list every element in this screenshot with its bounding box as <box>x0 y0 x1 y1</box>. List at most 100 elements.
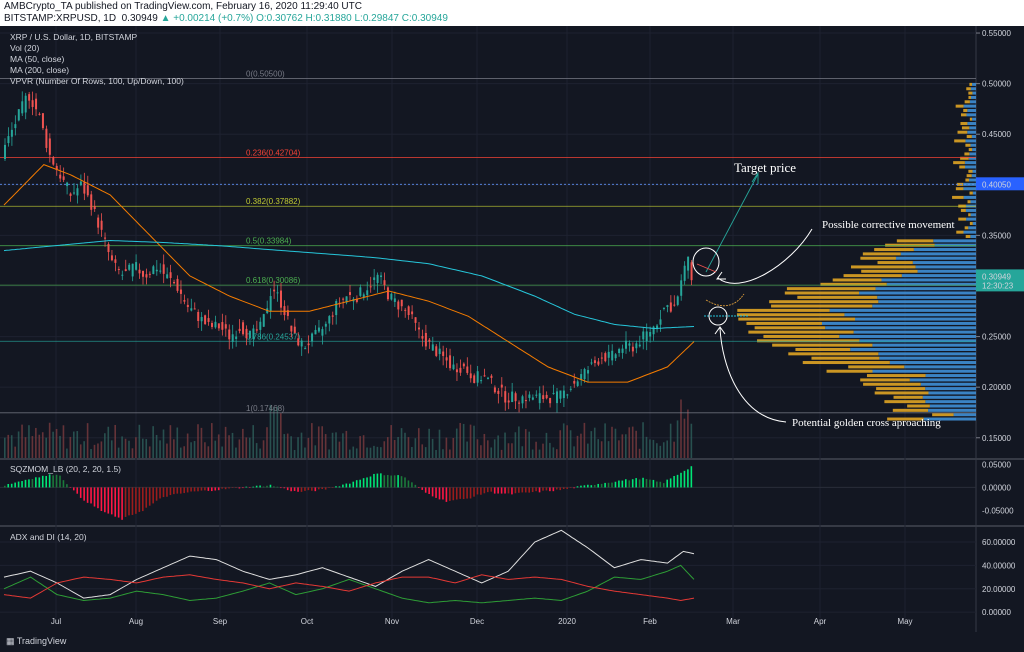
volume-bar <box>600 441 603 458</box>
candle-body <box>283 306 286 316</box>
tradingview-logo[interactable]: ▦ TradingView <box>6 636 66 647</box>
volume-bar <box>538 449 541 458</box>
candle-body <box>656 325 659 330</box>
sqz-y-tick-label: -0.05000 <box>982 506 1014 515</box>
candle <box>521 394 524 409</box>
sqz-bar <box>383 475 386 488</box>
candle-body <box>611 350 614 361</box>
candle <box>97 214 100 235</box>
candle-body <box>235 336 238 339</box>
candle-body <box>421 336 424 339</box>
candle-body <box>155 269 158 272</box>
candle-body <box>104 237 107 239</box>
sqz-bar <box>511 487 513 495</box>
sqz-bar <box>155 487 158 501</box>
candle-body <box>107 243 110 253</box>
sqz-bar <box>269 484 272 488</box>
x-tick-label: Apr <box>814 617 827 626</box>
candle <box>487 376 489 380</box>
vpvr-down-row <box>955 104 964 108</box>
vpvr-down-row <box>832 278 882 282</box>
candle-body <box>4 144 6 160</box>
candle <box>549 397 552 408</box>
candle-body <box>290 325 293 332</box>
corrective-annotation: Possible corrective movement <box>822 219 955 231</box>
volume-bar <box>83 441 85 458</box>
candle <box>273 280 276 299</box>
vpvr-up-row <box>966 217 976 221</box>
candle <box>290 325 293 338</box>
candle <box>200 312 203 331</box>
vpvr-down-row <box>968 213 971 217</box>
volume-bar <box>521 446 524 458</box>
candle-body <box>386 287 389 300</box>
volume-bar <box>93 444 96 458</box>
candle <box>269 288 272 319</box>
corrective-circle <box>692 247 720 277</box>
sqz-bar <box>524 487 527 493</box>
candle-body <box>687 256 690 271</box>
sqz-bar <box>473 487 475 497</box>
sqz-bar <box>321 487 323 489</box>
candle-body <box>79 181 82 186</box>
candle-body <box>328 316 331 324</box>
candle <box>4 138 6 161</box>
volume-bar <box>304 447 306 458</box>
volume-bar <box>687 409 689 458</box>
vpvr-up-row <box>925 400 976 404</box>
sqz-bar <box>438 487 441 500</box>
candle <box>473 373 476 384</box>
candle <box>538 386 541 410</box>
chart-canvas[interactable]: Jul Aug Sep Oct Nov Dec 2020 Feb Mar Apr May 0.5500… <box>0 26 1024 632</box>
candle <box>587 366 590 382</box>
volume-bar <box>228 435 230 458</box>
candle <box>259 317 262 340</box>
candle <box>676 295 679 307</box>
vpvr-down-row <box>874 391 929 395</box>
candle <box>41 113 44 131</box>
sqz-bar <box>179 487 182 494</box>
volume-bar <box>542 443 544 458</box>
candle <box>224 315 227 337</box>
vpvr-up-row <box>963 104 976 108</box>
candle <box>386 286 389 302</box>
vpvr-up-row <box>967 108 976 112</box>
vpvr-down-row <box>757 339 860 343</box>
sqz-bar <box>193 487 196 492</box>
volume-bar <box>200 427 203 458</box>
y-tick-label: 0.50000 <box>982 80 1011 89</box>
sqz-bar <box>462 487 465 500</box>
candle <box>211 320 213 330</box>
candle-body <box>442 351 445 356</box>
volume-bar <box>497 435 499 458</box>
volume-bar <box>90 449 92 458</box>
volume-bar <box>476 439 479 458</box>
candle-body <box>97 217 100 228</box>
volume-bar <box>587 443 589 458</box>
vpvr-up-row <box>928 391 976 395</box>
candle <box>242 320 245 336</box>
vpvr-up-row <box>966 113 976 117</box>
candle <box>152 264 155 275</box>
corrective-callout-curve <box>717 228 813 284</box>
candle-body <box>324 323 327 327</box>
sqz-bar <box>110 487 113 515</box>
candle <box>169 264 172 288</box>
golden-cross-annotation: Potential golden cross aproaching <box>792 417 941 429</box>
candle-body <box>649 331 652 337</box>
candle-body <box>404 309 407 311</box>
candle-body <box>638 344 641 347</box>
vpvr-up-row <box>925 374 976 378</box>
candle <box>507 392 510 410</box>
candle-body <box>7 136 10 144</box>
volume-bar <box>656 443 658 458</box>
sqz-bar <box>231 487 234 488</box>
candle-body <box>511 391 514 403</box>
candle <box>669 295 672 313</box>
candle-body <box>397 301 400 310</box>
volume-bar <box>580 433 582 458</box>
sqz-bar <box>331 487 334 488</box>
publisher-name[interactable]: AMBCrypto_TA <box>4 1 73 12</box>
vpvr-down-row <box>969 221 973 225</box>
candle <box>424 324 427 351</box>
